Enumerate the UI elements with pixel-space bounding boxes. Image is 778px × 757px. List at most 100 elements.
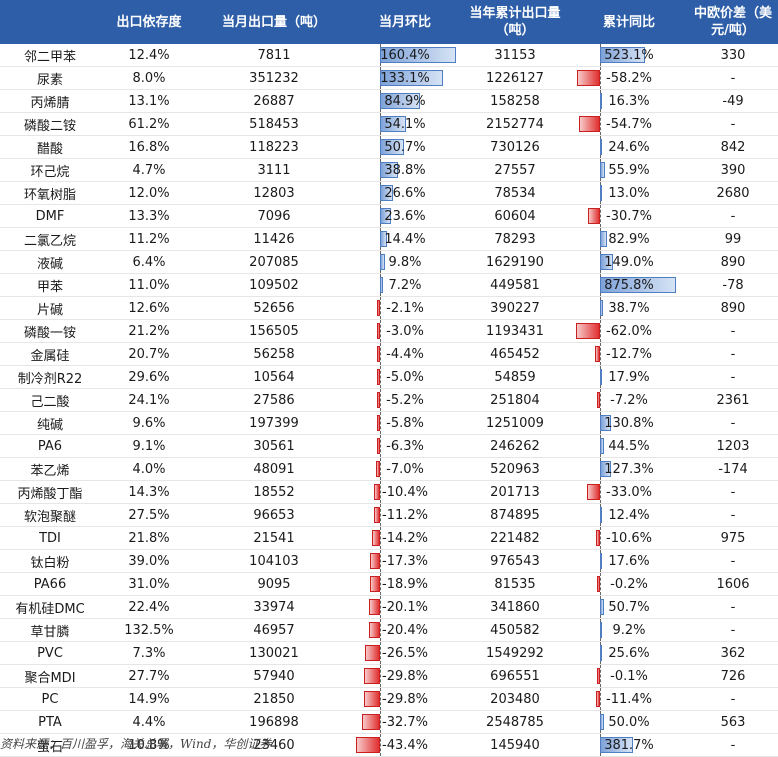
row-monthly-export: 12803 <box>198 181 350 205</box>
row-export-dependency: 29.6% <box>100 365 198 389</box>
row-mom: 50.7% <box>350 135 460 159</box>
row-ytd-yoy: 875.8% <box>570 273 688 297</box>
row-export-dependency: 14.3% <box>100 480 198 504</box>
row-ytd-yoy: 149.0% <box>570 250 688 274</box>
row-mom-bar-negative <box>368 599 380 615</box>
row-mom-bar-negative <box>377 346 380 362</box>
row-ytd-yoy: 25.6% <box>570 641 688 665</box>
row-name: PC <box>0 687 100 711</box>
row-mom: -32.7% <box>350 710 460 734</box>
row-export-dependency: 13.1% <box>100 89 198 113</box>
row-ytd-yoy: -33.0% <box>570 480 688 504</box>
row-ytd-yoy-axis <box>600 343 601 365</box>
row-ytd-yoy-bar-positive <box>600 461 612 477</box>
row-ytd-yoy-axis <box>600 205 601 227</box>
row-ytd-export: 874895 <box>460 503 570 527</box>
row-name: 纯碱 <box>0 411 100 435</box>
row-spread: - <box>688 319 778 343</box>
row-mom: -17.3% <box>350 549 460 573</box>
row-spread: 1606 <box>688 572 778 596</box>
row-mom-axis <box>380 297 381 319</box>
row-mom-value: -6.3% <box>386 438 424 454</box>
table-row: 软泡聚醚 27.5% 96653 -11.2% 874895 12.4% - <box>0 503 778 527</box>
row-ytd-yoy: 24.6% <box>570 135 688 159</box>
row-ytd-yoy-axis <box>600 665 601 687</box>
row-ytd-yoy-value: 381.7% <box>604 737 654 753</box>
row-mom-value: -3.0% <box>386 323 424 339</box>
table-row: 二氯乙烷 11.2% 11426 14.4% 78293 82.9% 99 <box>0 227 778 251</box>
row-mom-axis <box>380 688 381 710</box>
table-row: 邻二甲苯 12.4% 7811 160.4% 31153 523.1% 330 <box>0 44 778 67</box>
row-ytd-yoy-value: 875.8% <box>604 277 654 293</box>
row-ytd-yoy-bar-negative <box>587 484 600 500</box>
row-mom-axis <box>380 366 381 388</box>
row-mom-value: 23.6% <box>384 208 426 224</box>
row-ytd-yoy: 9.2% <box>570 618 688 642</box>
table-row: 丙烯酸丁酯 14.3% 18552 -10.4% 201713 -33.0% - <box>0 480 778 504</box>
table-row: 己二酸 24.1% 27586 -5.2% 251804 -7.2% 2361 <box>0 388 778 412</box>
row-mom-value: 7.2% <box>388 277 422 293</box>
row-mom-axis <box>380 642 381 664</box>
row-monthly-export: 33974 <box>198 595 350 619</box>
row-monthly-export: 7096 <box>198 204 350 228</box>
row-mom-bar-positive <box>380 208 392 224</box>
row-monthly-export: 3111 <box>198 158 350 182</box>
row-mom-axis <box>380 343 381 365</box>
row-name: 磷酸二铵 <box>0 112 100 136</box>
row-mom-value: -18.9% <box>382 576 428 592</box>
table-row: PC 14.9% 21850 -29.8% 203480 -11.4% - <box>0 687 778 711</box>
row-spread: - <box>688 411 778 435</box>
row-ytd-yoy: -62.0% <box>570 319 688 343</box>
row-mom: -5.8% <box>350 411 460 435</box>
row-name: 甲苯 <box>0 273 100 297</box>
row-name: TDI <box>0 526 100 550</box>
row-mom: -18.9% <box>350 572 460 596</box>
row-ytd-yoy-value: 44.5% <box>608 438 650 454</box>
row-ytd-yoy-value: 13.0% <box>608 185 650 201</box>
row-ytd-yoy: -12.7% <box>570 342 688 366</box>
row-ytd-yoy: -54.7% <box>570 112 688 136</box>
row-monthly-export: 21541 <box>198 526 350 550</box>
row-ytd-yoy-value: 82.9% <box>608 231 650 247</box>
row-ytd-yoy-bar-positive <box>600 438 604 454</box>
table-row: 甲苯 11.0% 109502 7.2% 449581 875.8% -78 <box>0 273 778 297</box>
table-row: TDI 21.8% 21541 -14.2% 221482 -10.6% 975 <box>0 526 778 550</box>
row-mom-axis <box>380 504 381 526</box>
row-mom-axis <box>380 481 381 503</box>
table-row: 醋酸 16.8% 118223 50.7% 730126 24.6% 842 <box>0 135 778 159</box>
row-ytd-yoy: -7.2% <box>570 388 688 412</box>
row-export-dependency: 11.0% <box>100 273 198 297</box>
row-ytd-export: 450582 <box>460 618 570 642</box>
table-row: 聚合MDI 27.7% 57940 -29.8% 696551 -0.1% 726 <box>0 664 778 688</box>
row-ytd-yoy-value: -0.2% <box>610 576 648 592</box>
row-export-dependency: 61.2% <box>100 112 198 136</box>
row-ytd-yoy-value: -0.1% <box>610 668 648 684</box>
table-row: 环氧树脂 12.0% 12803 26.6% 78534 13.0% 2680 <box>0 181 778 205</box>
row-ytd-export: 27557 <box>460 158 570 182</box>
row-spread: - <box>688 503 778 527</box>
row-monthly-export: 46957 <box>198 618 350 642</box>
row-ytd-yoy-bar-positive <box>600 185 602 201</box>
row-mom-bar-negative <box>376 438 380 454</box>
row-spread: 890 <box>688 250 778 274</box>
row-mom: -43.4% <box>350 733 460 757</box>
row-ytd-yoy-axis <box>600 320 601 342</box>
row-mom-value: -7.0% <box>386 461 424 477</box>
row-monthly-export: 518453 <box>198 112 350 136</box>
row-ytd-yoy-value: 24.6% <box>608 139 650 155</box>
row-mom: 26.6% <box>350 181 460 205</box>
header-export-dependency: 出口依存度 <box>100 0 198 44</box>
row-mom: -20.4% <box>350 618 460 642</box>
row-ytd-export: 201713 <box>460 480 570 504</box>
row-ytd-export: 341860 <box>460 595 570 619</box>
row-ytd-yoy: 523.1% <box>570 44 688 67</box>
row-mom-bar-positive <box>380 116 406 132</box>
row-ytd-yoy-bar-negative <box>595 530 600 546</box>
row-ytd-yoy-value: 50.0% <box>608 714 650 730</box>
row-ytd-export: 976543 <box>460 549 570 573</box>
row-ytd-yoy: 16.3% <box>570 89 688 113</box>
row-ytd-yoy-value: -54.7% <box>606 116 652 132</box>
row-export-dependency: 9.1% <box>100 434 198 458</box>
row-spread: 726 <box>688 664 778 688</box>
row-mom-value: 9.8% <box>388 254 422 270</box>
